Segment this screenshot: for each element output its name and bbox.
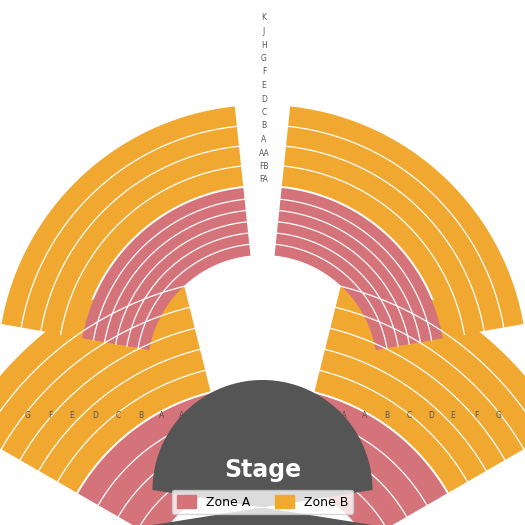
Polygon shape <box>0 265 211 492</box>
Text: E: E <box>450 411 455 419</box>
Text: A: A <box>160 411 165 419</box>
Polygon shape <box>152 380 373 525</box>
Text: H: H <box>261 40 267 49</box>
Text: F: F <box>474 411 478 419</box>
Text: B: B <box>139 411 143 419</box>
Text: E: E <box>261 81 266 90</box>
Text: D: D <box>428 411 434 419</box>
Text: F: F <box>262 68 266 77</box>
Polygon shape <box>82 188 250 350</box>
Text: D: D <box>261 94 267 103</box>
Polygon shape <box>2 107 243 338</box>
Text: G: G <box>261 54 267 63</box>
Text: FA: FA <box>259 175 268 184</box>
Polygon shape <box>275 188 443 350</box>
Text: J: J <box>263 27 265 36</box>
Text: C: C <box>261 108 267 117</box>
Text: AA: AA <box>259 149 269 158</box>
Text: A: A <box>261 135 267 144</box>
Text: AA: AA <box>178 411 190 419</box>
Text: B: B <box>384 411 390 419</box>
Polygon shape <box>282 107 523 338</box>
Text: AA: AA <box>337 411 348 419</box>
Text: G: G <box>496 411 502 419</box>
Polygon shape <box>78 393 234 525</box>
Text: C: C <box>116 411 121 419</box>
Text: B: B <box>261 121 267 131</box>
Text: FB: FB <box>259 162 269 171</box>
Text: E: E <box>70 411 75 419</box>
Text: C: C <box>406 411 412 419</box>
Text: D: D <box>92 411 98 419</box>
Text: A: A <box>362 411 368 419</box>
Text: K: K <box>261 14 267 23</box>
Text: Stage: Stage <box>224 458 301 482</box>
Text: F: F <box>48 411 52 419</box>
Legend: Zone A, Zone B: Zone A, Zone B <box>172 490 353 513</box>
Text: G: G <box>25 411 31 419</box>
Polygon shape <box>314 265 525 492</box>
Polygon shape <box>291 393 447 525</box>
